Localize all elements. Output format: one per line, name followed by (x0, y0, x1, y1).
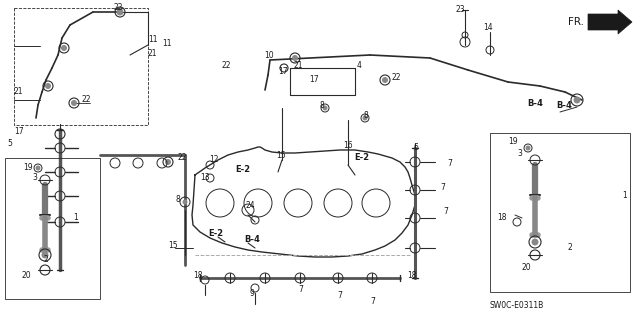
Circle shape (45, 84, 51, 88)
Circle shape (383, 78, 387, 83)
Text: 22: 22 (82, 95, 92, 105)
Text: 8: 8 (363, 110, 368, 120)
Text: 18: 18 (407, 271, 417, 279)
Circle shape (166, 160, 170, 165)
Text: 4: 4 (357, 61, 362, 70)
Text: 3: 3 (517, 149, 522, 158)
Circle shape (532, 239, 538, 245)
Text: B-4: B-4 (527, 99, 543, 108)
Text: 1: 1 (622, 190, 627, 199)
Text: 1: 1 (73, 213, 77, 222)
Text: 18: 18 (193, 271, 202, 280)
Circle shape (61, 46, 67, 50)
Text: 22: 22 (392, 73, 401, 83)
Text: 22: 22 (178, 153, 188, 162)
Text: 7: 7 (440, 183, 445, 192)
Text: 22: 22 (222, 61, 232, 70)
Bar (490, 133, 630, 292)
Text: 17: 17 (14, 127, 24, 136)
Circle shape (526, 146, 530, 150)
Text: 10: 10 (264, 50, 274, 60)
Text: 19: 19 (508, 137, 518, 146)
Text: 21: 21 (14, 86, 24, 95)
Text: 2: 2 (44, 256, 49, 264)
Text: 11: 11 (148, 35, 157, 44)
Text: 9: 9 (249, 290, 254, 299)
Text: E-2: E-2 (354, 152, 369, 161)
Text: 7: 7 (447, 159, 452, 167)
Text: 17: 17 (309, 76, 319, 85)
Text: SW0C-E0311B: SW0C-E0311B (490, 300, 544, 309)
Circle shape (323, 106, 327, 110)
Text: 8: 8 (319, 101, 324, 110)
Text: FR.: FR. (568, 17, 584, 27)
Circle shape (36, 166, 40, 170)
Text: 20: 20 (521, 263, 531, 271)
Text: 24: 24 (245, 201, 255, 210)
Text: 20: 20 (22, 271, 31, 280)
Bar (5, 158, 100, 299)
Text: 12: 12 (209, 155, 218, 165)
Text: 23: 23 (455, 5, 465, 14)
Text: 7: 7 (443, 207, 448, 217)
Circle shape (42, 252, 48, 258)
Text: 19: 19 (23, 162, 33, 172)
Circle shape (292, 56, 298, 61)
Text: 15: 15 (168, 241, 178, 249)
Circle shape (183, 200, 187, 204)
Text: 8: 8 (176, 196, 180, 204)
Text: 15: 15 (276, 151, 285, 160)
Text: 6: 6 (414, 144, 419, 152)
Text: 21: 21 (148, 48, 157, 57)
Circle shape (574, 97, 580, 103)
Text: 7: 7 (298, 286, 303, 294)
Text: 22: 22 (113, 3, 122, 11)
Text: 5: 5 (7, 138, 12, 147)
Circle shape (363, 116, 367, 120)
Text: 18: 18 (497, 213, 506, 222)
Text: 3: 3 (32, 174, 37, 182)
Text: 7: 7 (337, 291, 342, 300)
Text: 16: 16 (343, 140, 353, 150)
Text: 21: 21 (293, 61, 303, 70)
Text: 2: 2 (567, 243, 572, 253)
Text: 13: 13 (200, 173, 210, 182)
Polygon shape (588, 10, 632, 34)
Text: 17: 17 (278, 68, 287, 77)
Text: E-2: E-2 (208, 228, 223, 238)
Text: B-4: B-4 (244, 235, 260, 244)
Text: B-4: B-4 (556, 100, 572, 109)
Text: 7: 7 (370, 298, 375, 307)
Text: 11: 11 (162, 39, 172, 48)
Bar (14, 8, 148, 125)
Circle shape (72, 100, 77, 106)
Text: E-2: E-2 (235, 166, 250, 174)
Text: 14: 14 (483, 24, 493, 33)
Circle shape (117, 9, 123, 15)
